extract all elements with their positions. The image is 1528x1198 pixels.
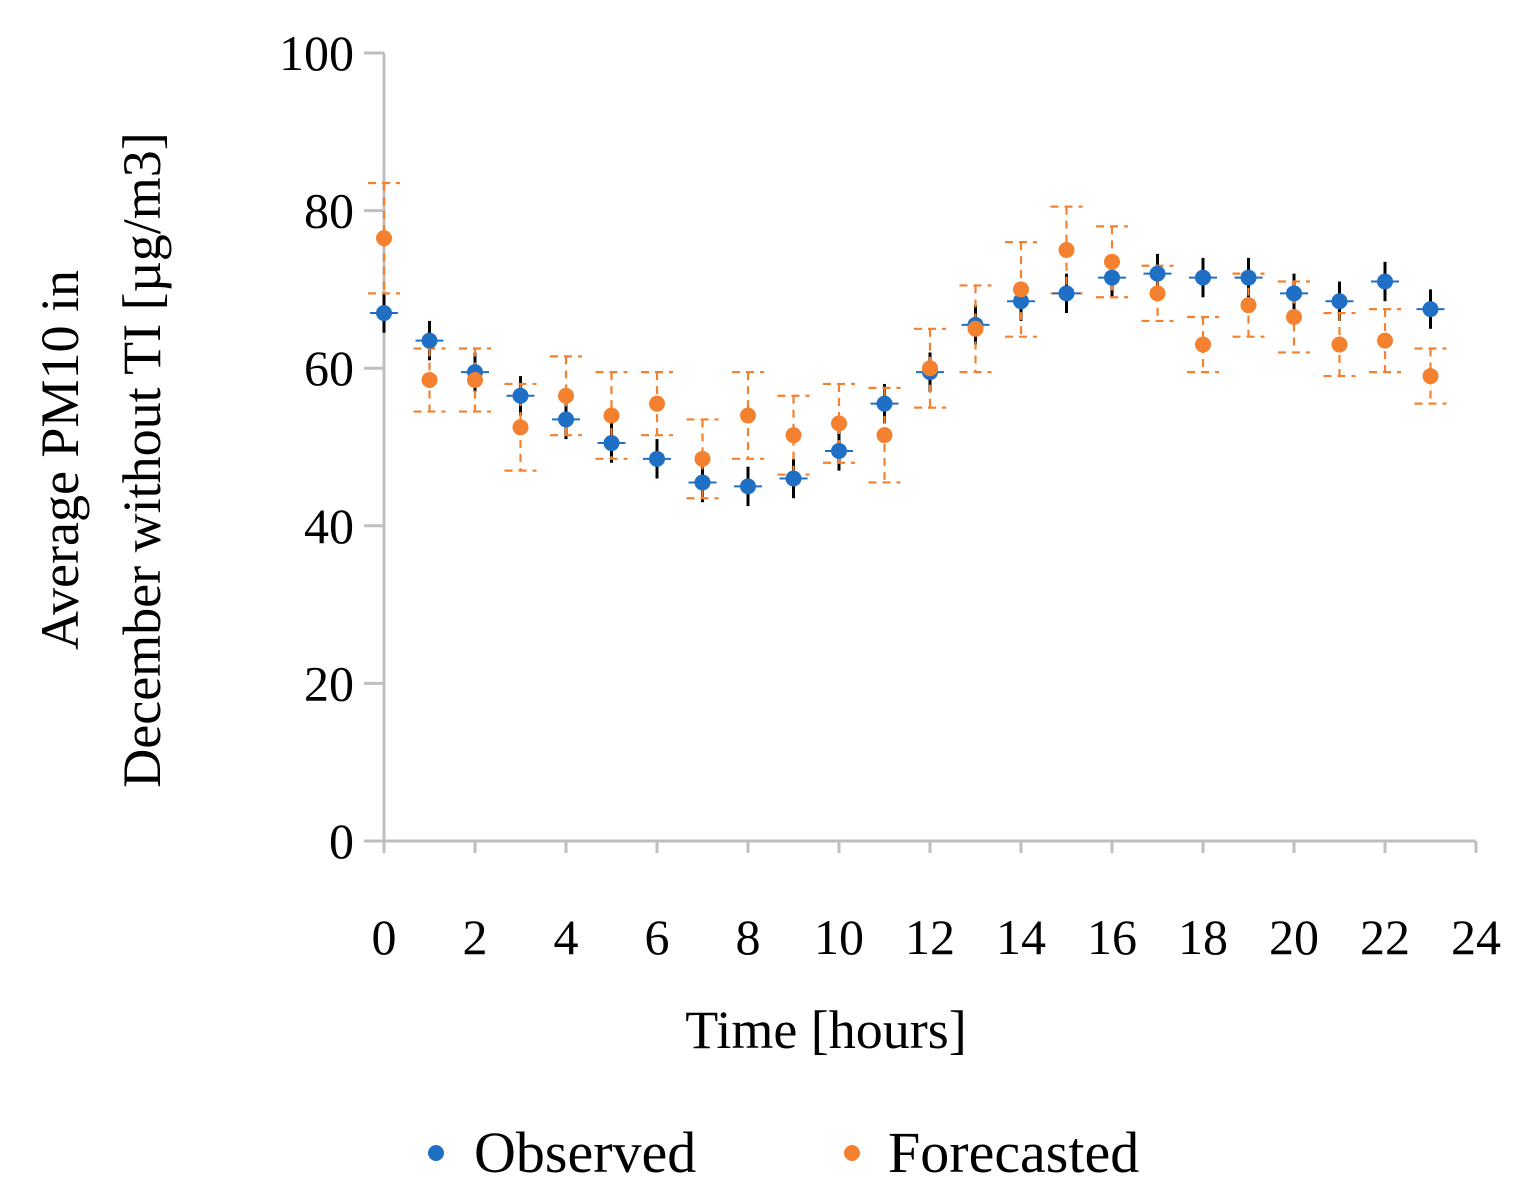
- data-point-observed: [740, 478, 756, 495]
- data-point-observed: [1240, 269, 1257, 286]
- data-point-forecasted: [740, 407, 756, 424]
- x-tick-label: 14: [996, 909, 1046, 965]
- data-point-forecasted: [1013, 281, 1029, 298]
- data-point-forecasted: [558, 387, 574, 404]
- data-point-forecasted: [1377, 332, 1393, 349]
- legend-marker-forecasted: [844, 1145, 860, 1161]
- y-tick-label: 80: [304, 183, 354, 239]
- data-point-observed: [1331, 293, 1348, 310]
- x-tick-label: 22: [1360, 909, 1410, 965]
- data-point-forecasted: [1058, 242, 1075, 258]
- axes: [364, 51, 1478, 853]
- data-point-observed: [1377, 273, 1393, 290]
- data-point-observed: [1104, 269, 1120, 286]
- data-point-observed: [421, 332, 438, 349]
- data-point-forecasted: [1422, 368, 1439, 385]
- y-tick-label: 0: [329, 813, 354, 869]
- data-point-forecasted: [603, 407, 620, 424]
- y-axis-title-line-2: December without TI [µg/m3]: [112, 132, 172, 787]
- data-point-forecasted: [467, 372, 483, 389]
- x-tick-label: 24: [1451, 909, 1501, 965]
- data-point-observed: [694, 474, 711, 491]
- data-point-observed: [831, 442, 847, 459]
- data-point-forecasted: [785, 427, 802, 444]
- data-point-forecasted: [1286, 308, 1302, 325]
- x-tick-label: 20: [1269, 909, 1319, 965]
- x-tick-label: 2: [463, 909, 488, 965]
- data-point-forecasted: [1149, 285, 1166, 302]
- legend-marker-observed: [428, 1145, 444, 1161]
- x-tick-label: 12: [905, 909, 955, 965]
- data-point-observed: [1149, 265, 1166, 282]
- data-point-forecasted: [376, 230, 392, 247]
- data-point-forecasted: [1195, 336, 1211, 353]
- data-point-observed: [1058, 285, 1075, 302]
- data-point-observed: [1195, 269, 1211, 286]
- y-tick-labels: 0 20 40 60 80 100: [279, 25, 354, 869]
- data-point-forecasted: [967, 320, 984, 337]
- data-point-forecasted: [512, 419, 529, 436]
- y-tick-label: 40: [304, 498, 354, 554]
- data-point-forecasted: [831, 415, 847, 432]
- data-point-forecasted: [694, 450, 711, 467]
- x-tick-label: 16: [1087, 909, 1137, 965]
- x-tick-label: 8: [736, 909, 761, 965]
- data-point-observed: [1422, 301, 1439, 318]
- x-tick-labels: 0 2 4 6 8 10 12 14 16 18 20 22 24: [372, 909, 1502, 965]
- x-tick-label: 4: [554, 909, 579, 965]
- data-point-observed: [649, 450, 665, 467]
- y-tick-label: 60: [304, 340, 354, 396]
- data-point-forecasted: [922, 360, 938, 377]
- data-point-forecasted: [876, 427, 893, 444]
- data-point-forecasted: [649, 395, 665, 412]
- y-tick-label: 20: [304, 655, 354, 711]
- data-point-observed: [558, 411, 574, 428]
- data-point-forecasted: [1331, 336, 1348, 353]
- x-tick-label: 18: [1178, 909, 1228, 965]
- x-axis-title: Time [hours]: [685, 1000, 967, 1060]
- data-point-observed: [785, 470, 802, 487]
- data-point-forecasted: [421, 372, 438, 389]
- legend-label-observed: Observed: [474, 1120, 696, 1185]
- y-tick-label: 100: [279, 25, 354, 81]
- data-point-observed: [876, 395, 893, 412]
- data-point-observed: [603, 435, 620, 452]
- legend-label-forecasted: Forecasted: [888, 1120, 1139, 1185]
- data-point-forecasted: [1240, 297, 1257, 314]
- x-tick-label: 0: [372, 909, 397, 965]
- y-axis-title-line-1: Average PM10 in: [30, 270, 90, 650]
- y-axis-title: Average PM10 in December without TI [µg/…: [30, 132, 172, 787]
- data-point-observed: [1286, 285, 1302, 302]
- data-series: [368, 181, 1447, 507]
- data-point-observed: [1013, 293, 1029, 310]
- x-tick-label: 10: [814, 909, 864, 965]
- data-point-forecasted: [1104, 253, 1120, 270]
- legend: Observed Forecasted: [428, 1120, 1139, 1185]
- x-tick-label: 6: [645, 909, 670, 965]
- data-point-observed: [512, 387, 529, 404]
- data-point-observed: [376, 305, 392, 322]
